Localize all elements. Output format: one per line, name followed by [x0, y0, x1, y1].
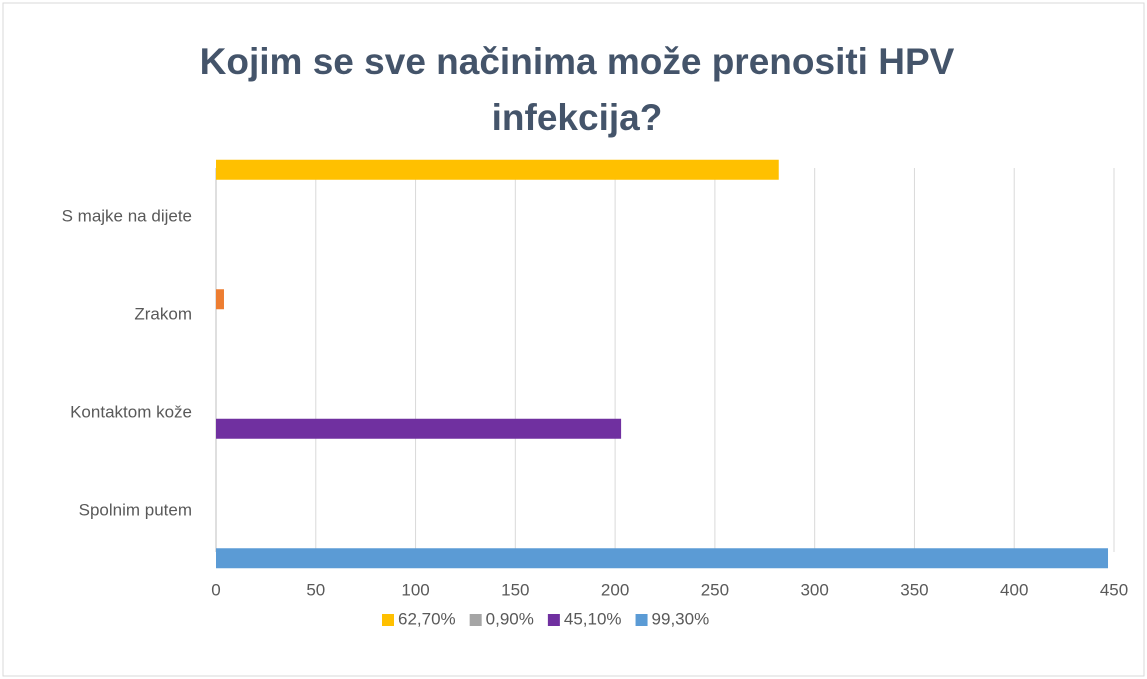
x-tick-label: 250 — [701, 580, 729, 599]
x-tick-label: 200 — [601, 580, 629, 599]
legend-swatch — [382, 614, 394, 626]
y-tick-label: Kontaktom kože — [70, 402, 192, 421]
x-tick-label: 100 — [401, 580, 429, 599]
legend-swatch — [469, 614, 482, 626]
x-tick-label: 50 — [306, 580, 325, 599]
bar — [216, 289, 224, 310]
bar — [216, 548, 1109, 569]
x-tick-label: 150 — [501, 580, 529, 599]
chart-title: Kojim se sve načinima može prenositi HPV… — [199, 41, 955, 138]
y-tick-label: S majke na dijete — [62, 206, 192, 225]
x-tick-label: 450 — [1100, 580, 1128, 599]
bar — [216, 159, 779, 180]
legend-label: 99,30% — [652, 609, 710, 628]
y-tick-label: Zrakom — [134, 304, 192, 323]
x-tick-label: 0 — [211, 580, 220, 599]
legend-swatch — [547, 614, 560, 626]
x-tick-label: 350 — [900, 580, 928, 599]
bar — [216, 418, 622, 439]
x-tick-label: 400 — [1000, 580, 1028, 599]
y-tick-label: Spolnim putem — [79, 500, 192, 519]
legend-label: 45,10% — [564, 609, 622, 628]
x-tick-label: 300 — [800, 580, 828, 599]
legend-swatch — [635, 614, 648, 626]
legend-label: 0,90% — [486, 609, 534, 628]
legend-label: 62,70% — [398, 609, 456, 628]
